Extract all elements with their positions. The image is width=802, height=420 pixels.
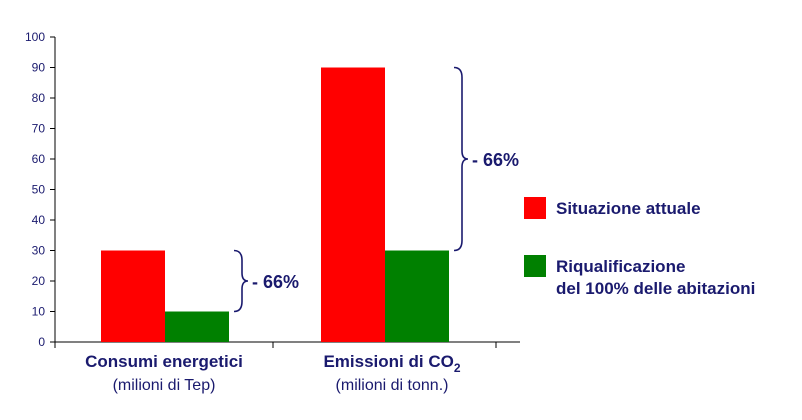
y-tick-label: 50 <box>32 183 46 197</box>
brace-1 <box>453 66 469 252</box>
y-tick-label: 80 <box>32 91 46 105</box>
y-tick-label: 0 <box>38 335 45 349</box>
y-tick-label: 40 <box>32 213 46 227</box>
annotations: - 66% - 66% <box>233 66 519 313</box>
y-tick-label: 30 <box>32 244 46 258</box>
bar-riqualificazione-0 <box>165 311 229 342</box>
y-tick-label: 20 <box>32 274 46 288</box>
annotation-label-1: - 66% <box>472 150 519 170</box>
x-axis-labels: Consumi energetici (milioni di Tep) Emissi… <box>85 352 461 394</box>
y-tick-label: 60 <box>32 152 46 166</box>
category-label-0: Consumi energetici <box>85 352 243 371</box>
bar-situazione-0 <box>101 250 165 342</box>
category-label-1: Emissioni di CO2 <box>323 352 460 375</box>
bar-riqualificazione-1 <box>385 250 449 342</box>
category-sublabel-1: (milioni di tonn.) <box>336 377 449 394</box>
y-axis: 0 10 20 30 40 50 60 70 80 90 100 <box>25 30 520 349</box>
category-subscript: 2 <box>454 361 461 375</box>
category-main-text: Consumi energetici <box>85 352 243 371</box>
y-tick-label: 90 <box>32 61 46 75</box>
legend-label-0: Situazione attuale <box>556 199 701 218</box>
category-sublabel-0: (milioni di Tep) <box>113 377 216 394</box>
bar-situazione-1 <box>321 67 385 342</box>
y-tick-label: 70 <box>32 122 46 136</box>
brace-0 <box>233 249 249 313</box>
y-tick-label: 10 <box>32 305 46 319</box>
annotation-label-0: - 66% <box>252 272 299 292</box>
bars <box>101 67 449 342</box>
legend-swatch-1 <box>524 255 546 277</box>
legend-label-1: Riqualificazione del 100% delle abitazion… <box>556 257 755 298</box>
legend: Situazione attuale Riqualificazione del 10… <box>524 197 755 298</box>
y-tick-label: 100 <box>25 30 45 44</box>
category-main-text: Emissioni di CO <box>323 352 453 371</box>
legend-swatch-0 <box>524 197 546 219</box>
